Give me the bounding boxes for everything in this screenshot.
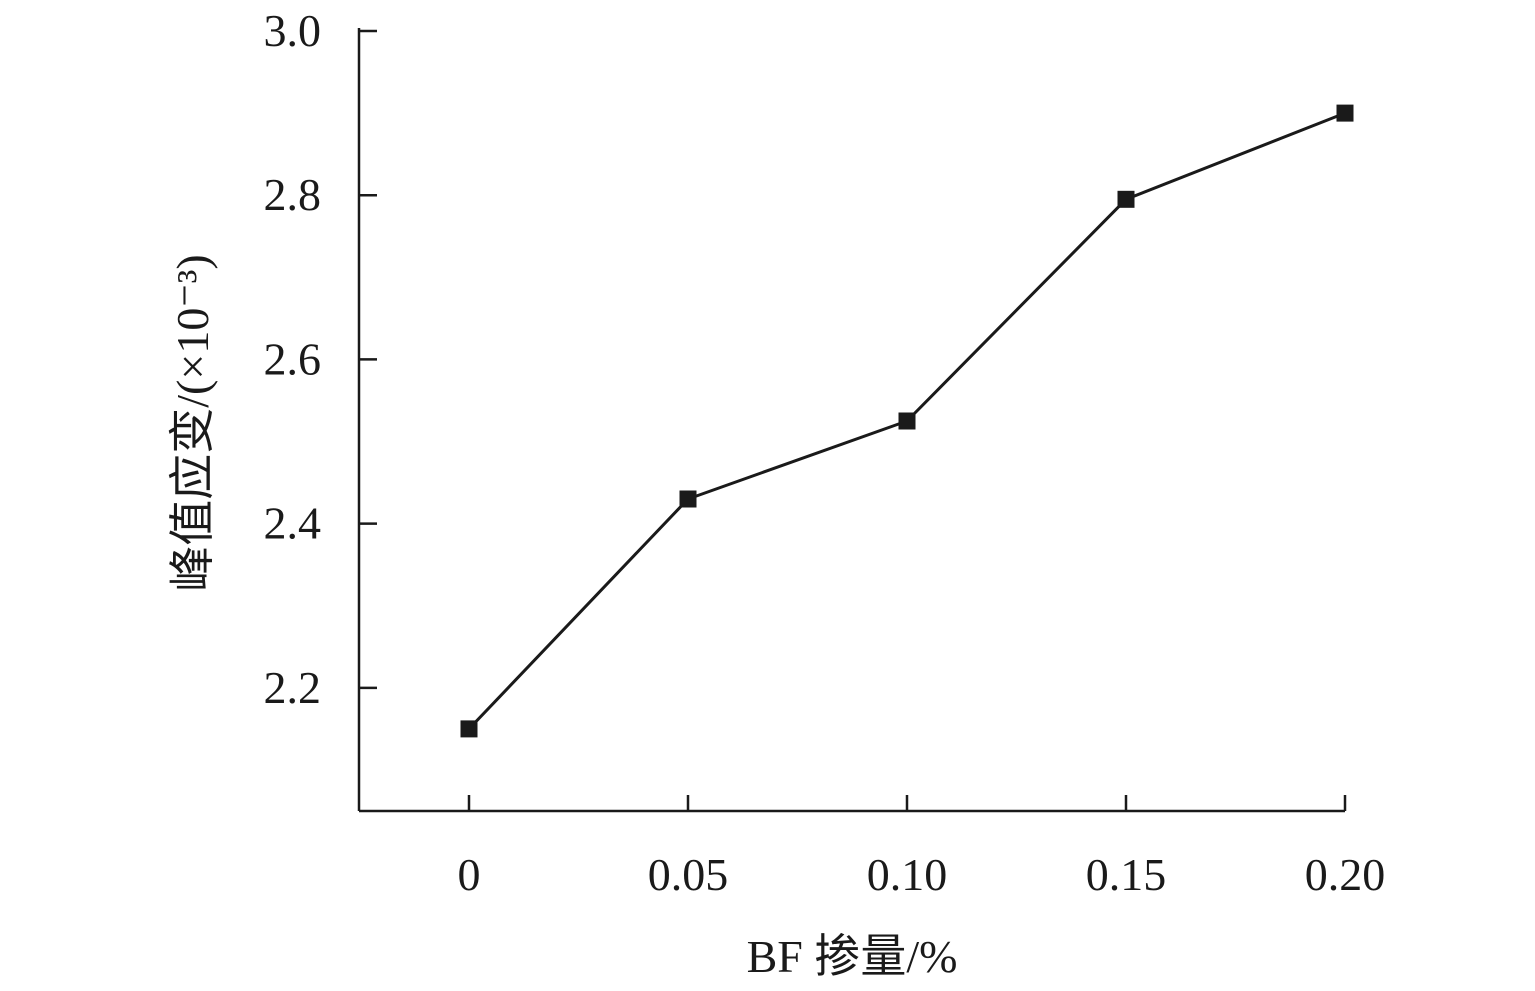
y-ticks: 2.2 2.4 2.6 2.8 3.0 [264,5,377,713]
y-tick-label: 2.8 [264,169,322,220]
y-tick-label: 2.2 [264,662,322,713]
data-series [460,104,1354,738]
x-tick-label: 0.15 [1086,849,1167,900]
data-point-marker [460,720,478,738]
data-point-marker [1117,190,1135,208]
x-tick-label: 0 [458,849,481,900]
x-ticks: 0 0.05 0.10 0.15 0.20 [458,795,1386,900]
y-tick-label: 2.6 [264,333,322,384]
data-point-marker [1336,104,1354,122]
data-point-marker [898,412,916,430]
x-tick-label: 0.20 [1305,849,1386,900]
x-axis-title: BF 掺量/% [747,931,958,982]
x-tick-label: 0.10 [867,849,948,900]
data-point-marker [679,490,697,508]
y-axis-title: 峰值应变/(×10⁻³) [167,254,218,591]
y-tick-label: 2.4 [264,498,322,549]
x-tick-label: 0.05 [648,849,729,900]
y-tick-label: 3.0 [264,5,322,56]
axes [357,28,1345,813]
